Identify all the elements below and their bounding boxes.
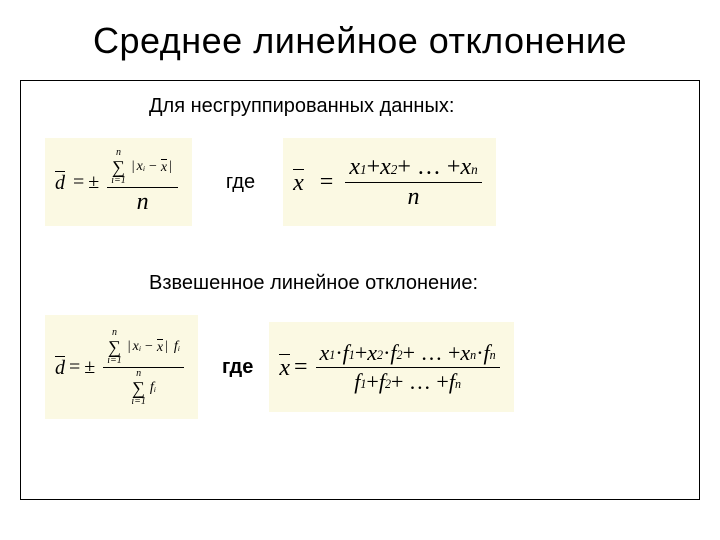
plus-minus-icon: ± — [88, 171, 99, 194]
slide-title: Среднее линейное отклонение — [20, 20, 700, 62]
sigma-icon: n ∑ i=1 — [111, 148, 126, 186]
sigma-icon-3: n ∑ i=1 — [131, 369, 146, 407]
formula-2-right: x = x1 · f1 + x2 · f2 + … + — [269, 322, 513, 412]
section-1-label: Для несгруппированных данных: — [149, 95, 681, 118]
formula-row-1: d = ± n ∑ i=1 | xi — [39, 138, 681, 226]
sigma-icon-2: n ∑ i=1 — [107, 328, 122, 366]
var-x-bar-2: x — [279, 354, 290, 380]
plus-minus-icon-2: ± — [84, 356, 95, 379]
formula-1-left: d = ± n ∑ i=1 | xi — [45, 138, 192, 226]
var-x-bar: x — [293, 169, 304, 195]
section-2-label: Взвешенное линейное отклонение: — [149, 272, 681, 295]
formula-2-left: d = ± n ∑ i=1 | xi — [45, 315, 198, 419]
where-2: где — [222, 356, 253, 379]
content-box: Для несгруппированных данных: d = ± n — [20, 80, 700, 500]
slide: Среднее линейное отклонение Для несгрупп… — [0, 0, 720, 540]
var-d-bar-2: d — [55, 356, 65, 378]
formula-row-2: d = ± n ∑ i=1 | xi — [39, 315, 681, 419]
var-d-bar: d — [55, 171, 65, 193]
formula-1-right: x = x1 + x2 + … + xn n — [283, 138, 496, 226]
where-1: где — [226, 171, 255, 194]
